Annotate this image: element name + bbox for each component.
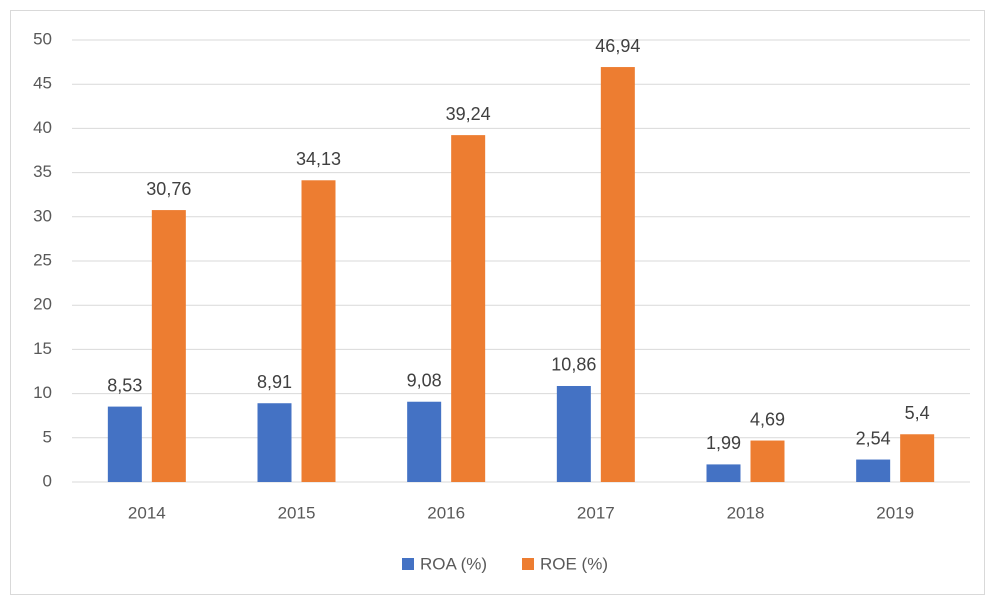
bar: [900, 434, 935, 482]
y-tick-label: 0: [43, 471, 52, 490]
legend-label: ROA (%): [420, 554, 487, 573]
legend-swatch: [522, 558, 534, 570]
data-label: 1,99: [706, 433, 741, 453]
bar: [257, 403, 292, 482]
y-tick-label: 25: [33, 250, 52, 269]
y-tick-label: 50: [33, 29, 52, 48]
y-tick-label: 15: [33, 339, 52, 358]
y-tick-label: 5: [43, 427, 52, 446]
bar: [107, 406, 142, 482]
data-label: 30,76: [146, 179, 191, 199]
y-tick-label: 45: [33, 74, 52, 93]
data-label: 8,91: [257, 372, 292, 392]
data-label: 9,08: [407, 370, 442, 390]
x-tick-label: 2016: [427, 503, 465, 522]
bar: [407, 401, 442, 482]
x-tick-label: 2019: [876, 503, 914, 522]
bar: [301, 180, 336, 482]
bar: [856, 459, 891, 482]
x-tick-label: 2014: [128, 503, 166, 522]
data-label: 10,86: [551, 355, 596, 375]
data-label: 4,69: [750, 409, 785, 429]
data-label: 46,94: [595, 36, 640, 56]
data-label: 39,24: [446, 104, 491, 124]
x-tick-label: 2015: [278, 503, 316, 522]
bar: [556, 385, 591, 482]
y-tick-label: 35: [33, 162, 52, 181]
bar: [151, 210, 186, 482]
y-tick-label: 40: [33, 118, 52, 137]
bar: [750, 440, 785, 482]
data-label: 2,54: [856, 428, 891, 448]
y-tick-label: 30: [33, 206, 52, 225]
data-label: 8,53: [107, 375, 142, 395]
y-tick-label: 10: [33, 383, 52, 402]
data-label: 34,13: [296, 149, 341, 169]
data-label: 5,4: [905, 403, 930, 423]
bar: [600, 67, 635, 482]
legend-swatch: [402, 558, 414, 570]
bar: [451, 135, 486, 482]
bar: [706, 464, 741, 482]
x-tick-label: 2017: [577, 503, 615, 522]
legend-label: ROE (%): [540, 554, 608, 573]
y-tick-label: 20: [33, 295, 52, 314]
x-tick-label: 2018: [727, 503, 765, 522]
